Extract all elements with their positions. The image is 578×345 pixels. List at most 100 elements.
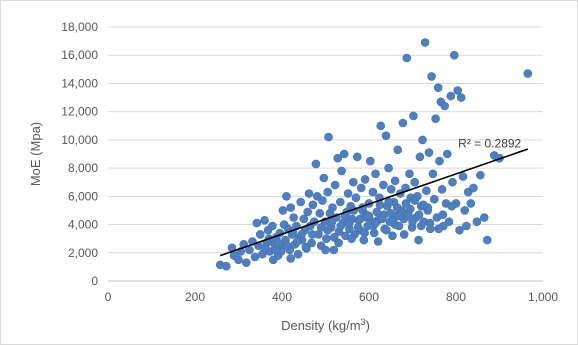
data-point	[384, 197, 393, 207]
data-point	[447, 201, 457, 211]
data-point	[410, 196, 420, 205]
data-point	[379, 180, 388, 190]
data-point	[296, 197, 306, 207]
data-point	[446, 91, 456, 101]
data-point	[260, 216, 269, 225]
data-point	[416, 221, 426, 231]
data-point	[482, 235, 492, 245]
data-point	[422, 186, 431, 195]
data-point	[434, 224, 443, 234]
data-point	[425, 218, 435, 228]
data-point	[376, 121, 386, 131]
y-tick-label: 10,000	[61, 133, 98, 147]
x-tick-label: 600	[359, 290, 379, 304]
gridlines	[108, 26, 543, 254]
data-point	[323, 187, 333, 197]
x-axis-title-end: )	[366, 318, 370, 333]
data-point	[408, 217, 417, 226]
data-point	[453, 86, 463, 95]
data-point	[382, 225, 391, 235]
data-point	[368, 187, 378, 197]
data-point	[348, 177, 358, 187]
data-point	[427, 72, 436, 81]
data-point	[329, 233, 339, 242]
x-axis-ticks: 0 200 400 600 800 1,000	[105, 290, 559, 304]
data-point	[360, 175, 370, 184]
data-point	[327, 217, 337, 226]
data-point	[282, 241, 292, 250]
data-point	[479, 213, 489, 222]
data-point	[242, 258, 251, 268]
data-point	[353, 223, 363, 232]
data-point	[297, 230, 306, 239]
y-tick-label: 14,000	[61, 76, 98, 90]
data-point	[399, 230, 409, 239]
data-point	[324, 132, 333, 142]
data-point	[466, 199, 476, 208]
x-tick-label: 1,000	[528, 290, 558, 304]
data-point	[322, 234, 331, 243]
data-point	[303, 207, 313, 217]
trendline	[219, 148, 529, 257]
x-tick-label: 800	[446, 290, 466, 304]
data-point	[428, 169, 438, 179]
data-point	[393, 145, 403, 155]
data-point	[462, 221, 471, 231]
data-point	[352, 152, 362, 162]
data-point	[384, 163, 393, 173]
data-point	[293, 249, 303, 259]
data-point	[268, 255, 278, 265]
data-point	[371, 218, 380, 228]
data-point	[364, 211, 374, 221]
y-tick-label: 12,000	[61, 105, 98, 119]
data-point	[292, 237, 302, 246]
y-tick-label: 2,000	[68, 246, 98, 260]
y-axis-title: MoE (Mpa)	[28, 122, 43, 186]
data-point	[286, 203, 296, 212]
data-point	[444, 217, 454, 226]
data-point	[252, 218, 262, 228]
data-point	[469, 183, 478, 193]
data-point	[308, 230, 317, 239]
data-point	[390, 176, 400, 186]
data-point	[449, 50, 459, 60]
data-points	[215, 38, 533, 271]
data-point	[311, 159, 321, 169]
data-point	[304, 189, 314, 198]
data-point	[286, 254, 296, 263]
data-point	[438, 210, 448, 219]
y-tick-label: 16,000	[61, 48, 98, 62]
data-point	[381, 131, 391, 140]
data-point	[437, 185, 447, 194]
data-point	[308, 200, 318, 210]
y-tick-label: 0	[91, 274, 98, 288]
x-axis-title-main: Density (kg/m	[281, 318, 360, 333]
data-point	[472, 217, 482, 226]
data-point	[339, 149, 349, 159]
data-point	[458, 172, 468, 181]
data-point	[329, 245, 339, 255]
data-point	[278, 206, 288, 215]
data-point	[523, 69, 533, 78]
data-point	[345, 218, 354, 228]
data-point	[268, 221, 277, 231]
data-point	[420, 38, 430, 47]
data-point	[431, 114, 440, 123]
data-point	[355, 214, 365, 224]
data-point	[334, 238, 343, 248]
data-point	[435, 156, 444, 166]
data-point	[386, 209, 396, 218]
data-point	[359, 235, 369, 245]
data-point	[333, 153, 343, 163]
data-point	[410, 177, 420, 187]
data-point	[365, 156, 375, 166]
data-point	[476, 170, 485, 180]
y-tick-label: 8,000	[68, 161, 98, 175]
data-point	[289, 213, 299, 222]
data-point	[328, 203, 337, 212]
data-point	[398, 118, 408, 128]
data-point	[419, 200, 428, 210]
data-point	[343, 189, 353, 198]
data-point	[315, 209, 325, 218]
data-point	[301, 242, 311, 252]
